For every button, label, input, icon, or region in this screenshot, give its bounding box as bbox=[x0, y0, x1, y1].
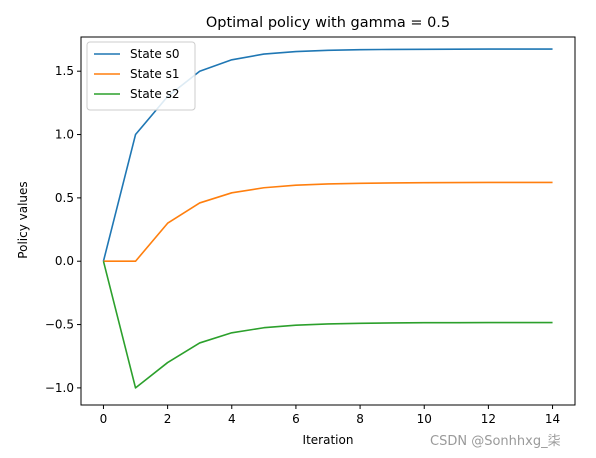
y-axis: −1.0 −0.5 0.0 0.5 1.0 1.5 bbox=[45, 64, 81, 395]
axes-frame bbox=[80, 36, 576, 406]
x-tick-label: 4 bbox=[228, 412, 236, 426]
y-tick-label: −1.0 bbox=[45, 381, 74, 395]
x-tick-label: 14 bbox=[545, 412, 560, 426]
x-tick-label: 10 bbox=[417, 412, 432, 426]
x-tick-label: 6 bbox=[292, 412, 300, 426]
series-line-1 bbox=[103, 181, 553, 263]
y-tick-label: 0.0 bbox=[55, 254, 74, 268]
y-tick-label: 1.5 bbox=[55, 64, 74, 78]
x-tick-label: 2 bbox=[164, 412, 172, 426]
legend-box bbox=[86, 41, 196, 111]
x-tick-label: 8 bbox=[356, 412, 364, 426]
chart-title: Optimal policy with gamma = 0.5 bbox=[206, 15, 450, 31]
y-tick-label: −0.5 bbox=[45, 318, 74, 332]
legend-entry-label: State s2 bbox=[130, 87, 179, 101]
legend: State s0 State s1 State s2 bbox=[86, 41, 196, 111]
y-tick-label: 0.5 bbox=[55, 191, 74, 205]
legend-entry-label: State s0 bbox=[130, 47, 179, 61]
x-axis: 0 2 4 6 8 10 12 14 bbox=[100, 405, 560, 426]
y-axis-label: Policy values bbox=[16, 181, 30, 258]
legend-entry-label: State s1 bbox=[130, 67, 179, 81]
y-tick-label: 1.0 bbox=[55, 128, 74, 142]
series-line-2 bbox=[102, 261, 553, 389]
watermark-text: CSDN @Sonhhxg_柒 bbox=[430, 434, 561, 449]
x-axis-label: Iteration bbox=[303, 433, 354, 447]
x-tick-label: 12 bbox=[481, 412, 496, 426]
x-tick-label: 0 bbox=[100, 412, 108, 426]
